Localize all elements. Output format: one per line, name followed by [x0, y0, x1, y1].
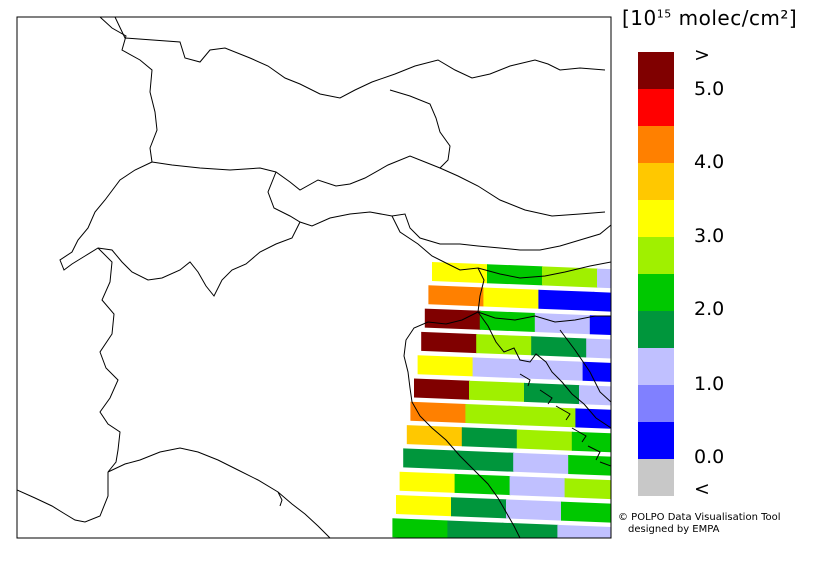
colorbar-swatch	[638, 459, 674, 496]
satellite-pixel	[575, 408, 611, 429]
satellite-pixel	[469, 380, 525, 402]
istria-croatia-coast	[477, 311, 611, 429]
satellite-pixel	[424, 308, 481, 330]
colorbar-swatch	[638, 89, 674, 126]
satellite-pixel	[417, 355, 474, 377]
satellite-pixel	[554, 548, 610, 566]
satellite-pixel	[568, 455, 611, 476]
satellite-pixel	[476, 334, 533, 356]
dalmatian-islands	[519, 373, 611, 467]
satellite-pixel	[410, 401, 467, 423]
satellite-pixel	[502, 522, 559, 538]
colorbar-swatch	[638, 52, 674, 89]
satellite-pixel	[392, 518, 449, 538]
italian-adriatic-coast	[403, 311, 521, 538]
legend-title: [1015 molec/cm²]	[622, 6, 798, 30]
legend-label-bottom: <	[694, 478, 710, 500]
legend-label-1: 1.0	[694, 373, 725, 395]
satellite-pixel	[589, 315, 611, 336]
satellite-pixel	[557, 524, 611, 538]
satellite-pixel	[406, 425, 463, 447]
germany-north-border	[114, 17, 606, 99]
satellite-pixel	[579, 385, 611, 406]
credit-text: © POLPO Data Visualisation Tool designed…	[618, 512, 781, 536]
map-frame	[16, 16, 612, 539]
satellite-pixel	[582, 361, 611, 382]
colorbar-swatch	[638, 200, 674, 237]
satellite-pixel	[597, 268, 611, 289]
satellite-pixels	[389, 262, 611, 566]
colorbar-swatch	[638, 311, 674, 348]
satellite-pixel	[414, 378, 470, 400]
satellite-pixel	[451, 497, 507, 519]
satellite-pixel	[428, 285, 485, 307]
satellite-pixel	[513, 452, 570, 474]
slovenia-croatia-south	[477, 311, 611, 323]
satellite-pixel	[527, 359, 584, 381]
satellite-pixel	[520, 406, 577, 428]
colorbar-swatch	[638, 348, 674, 385]
colorbar-swatch	[638, 126, 674, 163]
legend-label-3: 3.0	[694, 225, 725, 247]
satellite-pixel	[444, 544, 500, 565]
colorbar-swatch	[638, 274, 674, 311]
colorbar-legend: [1015 molec/cm²] > 5.0 4.0 3.0 2.0 1.0 0…	[610, 0, 813, 566]
corsica-coast	[277, 491, 283, 507]
austria-south-border	[267, 171, 611, 251]
satellite-pixel	[593, 291, 611, 312]
satellite-pixel	[538, 289, 595, 311]
austria-border	[151, 155, 606, 217]
satellite-pixel	[396, 495, 452, 517]
credit-line-2: designed by EMPA	[628, 524, 720, 535]
satellite-pixel	[506, 499, 562, 521]
legend-label-2: 2.0	[694, 298, 725, 320]
satellite-pixel	[516, 429, 573, 451]
credit-line-1: © POLPO Data Visualisation Tool	[618, 512, 781, 523]
croatia-bosnia-border	[559, 329, 611, 403]
italy-slovenia-border	[391, 215, 485, 313]
satellite-pixel	[499, 546, 555, 566]
colorbar-swatch	[638, 422, 674, 459]
satellite-pixel	[432, 262, 488, 284]
colorbar-swatch	[638, 237, 674, 274]
satellite-pixel	[534, 313, 591, 335]
legend-label-5: 5.0	[694, 78, 725, 100]
satellite-pixel	[472, 357, 529, 379]
satellite-pixel	[403, 448, 460, 470]
satellite-pixel	[389, 542, 445, 563]
satellite-pixel	[586, 338, 611, 359]
satellite-pixel	[561, 501, 611, 523]
france-italy-border	[97, 247, 121, 473]
germany-czech-border	[389, 89, 451, 169]
satellite-pixel	[564, 478, 611, 500]
satellite-pixel	[454, 473, 511, 496]
satellite-pixel	[542, 266, 598, 288]
satellite-pixel	[461, 427, 518, 449]
slovenia-croatia-border	[477, 261, 611, 279]
coast-gulf-of-lion	[17, 472, 109, 523]
colorbar-swatch	[638, 163, 674, 200]
satellite-pixel	[465, 404, 522, 426]
satellite-pixel	[524, 382, 580, 405]
satellite-pixel	[483, 287, 540, 309]
satellite-pixel	[447, 520, 504, 538]
colorbar-swatch	[638, 385, 674, 422]
satellite-pixel	[399, 471, 456, 493]
satellite-pixel	[487, 264, 543, 286]
satellite-pixel	[509, 476, 566, 498]
satellite-pixel	[479, 310, 536, 332]
country-borders	[17, 17, 611, 538]
satellite-pixel	[571, 431, 611, 453]
legend-label-top: >	[694, 44, 710, 66]
satellite-pixel	[421, 331, 478, 354]
legend-label-0: 0.0	[694, 446, 725, 468]
switzerland-border	[59, 161, 301, 297]
satellite-pixel	[531, 336, 588, 358]
france-germany-border	[99, 17, 158, 163]
ligurian-coast	[107, 447, 331, 538]
legend-label-4: 4.0	[694, 151, 725, 173]
satellite-pixel	[458, 450, 515, 472]
colorbar	[638, 52, 674, 496]
